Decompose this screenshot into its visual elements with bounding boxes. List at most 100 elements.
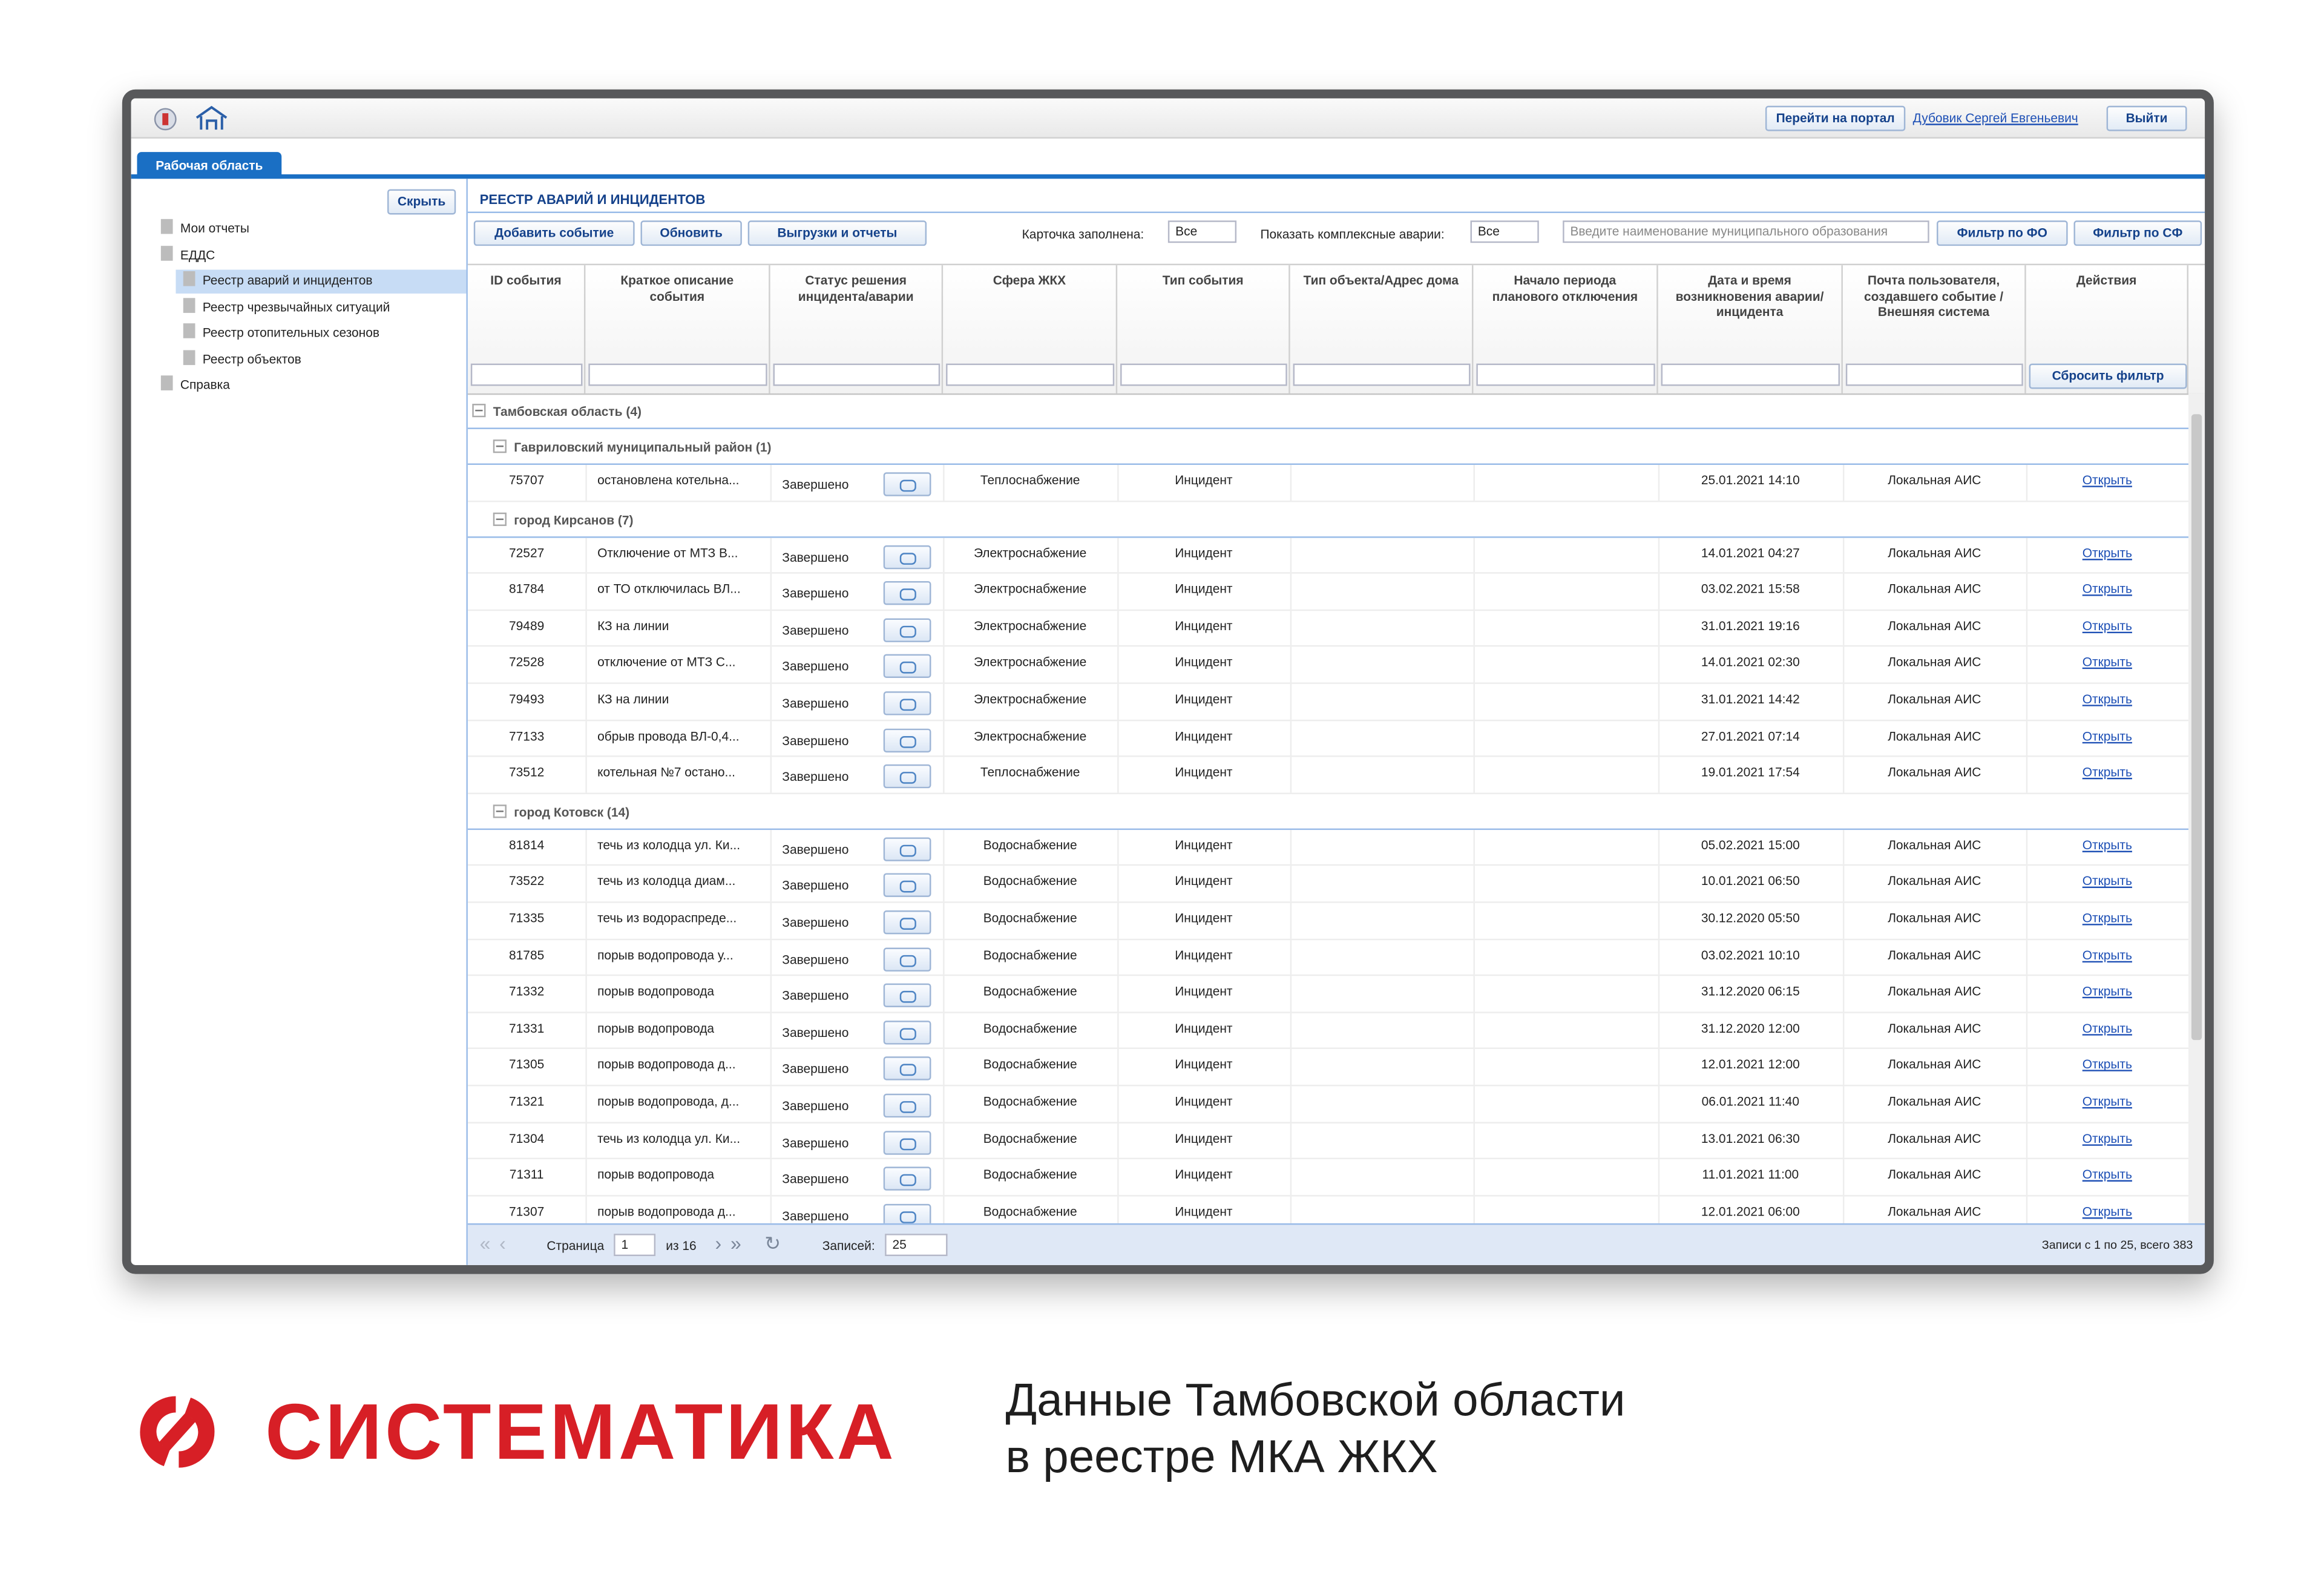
cell-action[interactable]: Открыть	[2082, 472, 2132, 487]
filter-fo-button[interactable]: Фильтр по ФО	[1936, 220, 2068, 246]
add-button[interactable]: Добавить событие	[473, 220, 635, 246]
cell-action[interactable]: Открыть	[2082, 1203, 2132, 1219]
column-header[interactable]: Начало периода планового отключения	[1473, 265, 1658, 393]
tree-item[interactable]: Реестр отопительных сезонов	[183, 320, 379, 346]
cell-action[interactable]: Открыть	[2082, 618, 2132, 633]
collapse-icon[interactable]	[472, 404, 486, 418]
user-link[interactable]: Дубовик Сергей Евгеньевич	[1912, 110, 2078, 125]
status-button[interactable]	[883, 691, 931, 715]
exports-button[interactable]: Выгрузки и отчеты	[747, 220, 927, 246]
pager-arrows-left[interactable]: «‹	[479, 1232, 515, 1255]
tree-item[interactable]: Мои отчеты	[160, 216, 249, 242]
tree-item[interactable]: ЕДДС	[160, 242, 215, 268]
tree-label[interactable]: Реестр отопительных сезонов	[202, 324, 379, 340]
tree-label[interactable]: Справка	[180, 377, 230, 392]
column-header[interactable]: Почта пользователя, создавшего событие /…	[1843, 265, 2026, 393]
filter-input[interactable]	[1476, 363, 1655, 386]
status-button[interactable]	[883, 544, 931, 569]
filter-input[interactable]	[1293, 363, 1471, 386]
collapse-icon[interactable]	[493, 804, 507, 818]
portal-button[interactable]: Перейти на портал	[1765, 105, 1906, 131]
cell-action[interactable]: Открыть	[2082, 765, 2132, 780]
tree-label[interactable]: ЕДДС	[180, 246, 215, 262]
collapse-icon[interactable]	[493, 439, 507, 453]
status-button[interactable]	[883, 1130, 931, 1154]
cell-action[interactable]: Открыть	[2082, 654, 2132, 670]
status-button[interactable]	[883, 837, 931, 861]
status-button[interactable]	[883, 581, 931, 605]
filter-sf-button[interactable]: Фильтр по СФ	[2073, 220, 2202, 246]
cell-action[interactable]: Открыть	[2082, 947, 2132, 962]
status-button[interactable]	[883, 910, 931, 935]
filter-input[interactable]	[1120, 363, 1287, 386]
logout-button[interactable]: Выйти	[2106, 105, 2187, 131]
tree-item[interactable]: Справка	[160, 372, 230, 398]
collapse-icon[interactable]	[493, 512, 507, 526]
filter-input[interactable]	[946, 363, 1115, 386]
status-button[interactable]	[883, 765, 931, 789]
column-header[interactable]: ID события	[468, 265, 586, 393]
status-button[interactable]	[883, 1093, 931, 1118]
column-header[interactable]: Тип события	[1117, 265, 1290, 393]
column-header[interactable]: Действия	[2026, 265, 2188, 393]
cell-action[interactable]: Открыть	[2082, 910, 2132, 926]
group-header[interactable]: город Котовск (14)	[467, 794, 2188, 830]
group-header[interactable]: город Кирсанов (7)	[467, 502, 2188, 538]
group-header[interactable]: Тамбовская область (4)	[467, 393, 2188, 429]
filter-input[interactable]	[588, 363, 767, 386]
column-header[interactable]: Краткое описание события	[585, 265, 770, 393]
cell-action[interactable]: Открыть	[2082, 544, 2132, 560]
page-input[interactable]: 1	[614, 1234, 656, 1257]
cell-action[interactable]: Открыть	[2082, 691, 2132, 706]
cell-action[interactable]: Открыть	[2082, 728, 2132, 743]
status-button[interactable]	[883, 472, 931, 496]
cell-divider	[770, 683, 772, 719]
cell-action[interactable]: Открыть	[2082, 1020, 2132, 1036]
column-header[interactable]: Сфера ЖКХ	[943, 265, 1118, 393]
pager-arrows-right[interactable]: ›» ↻	[715, 1232, 790, 1255]
status-button[interactable]	[883, 873, 931, 898]
column-header[interactable]: Тип объекта/Адрес дома	[1290, 265, 1474, 393]
tree-item[interactable]: Реестр аварий и инцидентов	[183, 268, 373, 294]
status-button[interactable]	[883, 1166, 931, 1191]
filter-input[interactable]	[470, 363, 583, 386]
cell-action[interactable]: Открыть	[2082, 581, 2132, 597]
reset-filter-button[interactable]: Сбросить фильтр	[2029, 363, 2187, 389]
status-button[interactable]	[883, 947, 931, 971]
hide-button[interactable]: Скрыть	[387, 189, 456, 215]
group-header[interactable]: Гавриловский муниципальный район (1)	[467, 429, 2188, 465]
tree-label[interactable]: Мои отчеты	[180, 220, 249, 235]
card-select[interactable]: Все	[1167, 220, 1237, 243]
cell-action[interactable]: Открыть	[2082, 1166, 2132, 1182]
complex-select[interactable]: Все	[1470, 220, 1539, 243]
tab[interactable]: Рабочая область	[137, 152, 282, 179]
tree-label[interactable]: Реестр аварий и инцидентов	[202, 272, 373, 288]
scroll-thumb[interactable]	[2191, 414, 2202, 1041]
cell-action[interactable]: Открыть	[2082, 1130, 2132, 1145]
filter-input[interactable]	[773, 363, 940, 386]
tree-item[interactable]: Реестр чрезвычайных ситуаций	[183, 294, 390, 320]
status-button[interactable]	[883, 618, 931, 642]
filter-input[interactable]	[1661, 363, 1840, 386]
tree-label[interactable]: Реестр объектов	[202, 350, 301, 366]
cell-action[interactable]: Открыть	[2082, 873, 2132, 889]
cell-action[interactable]: Открыть	[2082, 984, 2132, 999]
status-button[interactable]	[883, 1020, 931, 1045]
scrollbar[interactable]	[2188, 393, 2205, 1223]
status-button[interactable]	[883, 654, 931, 679]
status-button[interactable]	[883, 984, 931, 1008]
cell-action[interactable]: Открыть	[2082, 837, 2132, 852]
search-input[interactable]: Введите наименование муниципального обра…	[1563, 220, 1929, 243]
cell-action[interactable]: Открыть	[2082, 1093, 2132, 1109]
tree-item[interactable]: Реестр объектов	[183, 346, 301, 372]
status-button[interactable]	[883, 1203, 931, 1223]
filter-input[interactable]	[1845, 363, 2023, 386]
refresh-button[interactable]: Обновить	[640, 220, 742, 246]
column-header[interactable]: Статус решения инцидента/аварии	[770, 265, 944, 393]
status-button[interactable]	[883, 728, 931, 752]
cell-action[interactable]: Открыть	[2082, 1057, 2132, 1072]
status-button[interactable]	[883, 1057, 931, 1081]
per-page-select[interactable]: 25	[885, 1234, 948, 1257]
tree-label[interactable]: Реестр чрезвычайных ситуаций	[202, 298, 390, 314]
column-header[interactable]: Дата и время возникновения аварии/инциде…	[1658, 265, 1843, 393]
